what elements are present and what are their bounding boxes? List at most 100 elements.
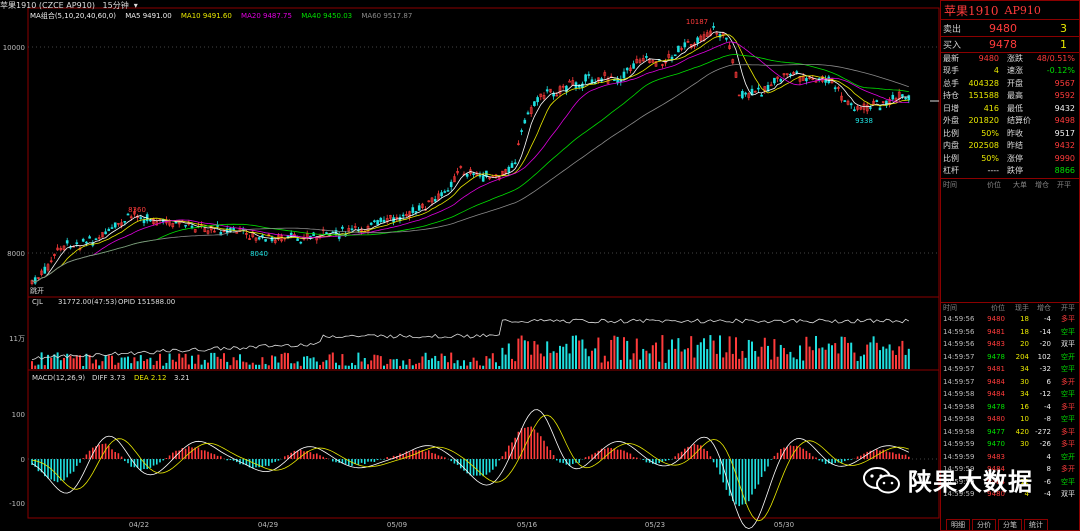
volume-bar [757, 356, 760, 369]
volume-bar [466, 365, 469, 369]
volume-bar [565, 343, 568, 369]
candle-body [382, 219, 386, 223]
volume-bar [722, 357, 725, 369]
tab-price[interactable]: 分价 [972, 519, 996, 531]
volume-bar [859, 356, 862, 369]
volume-bar [37, 364, 40, 369]
candle-body [142, 219, 146, 224]
volume-bar [738, 358, 741, 369]
volume-bar [392, 359, 395, 369]
candle-body [53, 253, 56, 256]
watermark-text: 陕果大数据 [908, 468, 1033, 496]
candle-body [552, 93, 555, 97]
ma60-line [31, 64, 909, 283]
candle-body [782, 73, 786, 76]
candle-body [510, 163, 514, 168]
candle-body [555, 94, 559, 97]
kline-chart[interactable]: 10000 8000 11万 100 0 -100 04/22 04/29 05/09 05/16… [0, 0, 940, 531]
macd-bar [693, 443, 696, 459]
macd-bar [885, 451, 888, 459]
volume-bar [671, 339, 673, 369]
macd-bar [815, 457, 817, 459]
macd-bar [664, 459, 667, 461]
volume-pane-frame [27, 296, 940, 371]
macd-bar [245, 459, 248, 466]
volume-bar [600, 362, 603, 369]
macd-bar [146, 459, 148, 470]
macd-bar [120, 456, 123, 459]
ma5-line [31, 31, 909, 283]
macd-bar [501, 456, 504, 459]
volume-bar [261, 357, 264, 369]
candle-body [705, 32, 709, 37]
volume-bar [274, 356, 277, 369]
candle-body [833, 87, 837, 90]
tab-detail[interactable]: 明细 [946, 519, 970, 531]
macd-bar [872, 451, 875, 459]
volume-bar [440, 353, 443, 369]
candle-body [878, 107, 882, 111]
tab-tick[interactable]: 分笔 [998, 519, 1022, 531]
volume-bar [155, 360, 158, 369]
bid-row[interactable]: 买入 9478 1 [941, 36, 1080, 52]
macd-bar [216, 455, 219, 459]
candle-body [875, 100, 879, 103]
volume-bar [706, 349, 709, 369]
tab-stats[interactable]: 统计 [1024, 519, 1048, 531]
candle-body [651, 60, 655, 63]
candle-body [417, 205, 421, 211]
volume-bar [488, 358, 491, 369]
macd-bar [101, 444, 104, 459]
candle-body [545, 89, 549, 92]
date-tick: 05/09 [387, 521, 407, 529]
volume-bar [511, 358, 513, 369]
macd-bar [709, 456, 712, 459]
bottom-tabs: 明细 分价 分笔 统计 [946, 519, 1048, 531]
macd-bar [524, 427, 526, 459]
macd-bar [124, 459, 126, 462]
volume-bar [130, 363, 133, 369]
ma-combo-label[interactable]: MA组合(5,10,20,40,60,0) [30, 12, 116, 20]
macd-bar [373, 459, 376, 462]
quote-label: 速涨 [1007, 66, 1023, 76]
volume-bar [795, 359, 798, 369]
volume-bar [475, 360, 478, 369]
candle-body [88, 236, 91, 239]
macd-bar [719, 459, 721, 475]
tick-row: 14:59:59 9483 4 空开 [943, 452, 1075, 461]
ask-row[interactable]: 卖出 9480 3 [943, 21, 1067, 35]
volume-bar [741, 350, 744, 369]
macd-bar [431, 452, 433, 459]
volume-bar [623, 337, 625, 369]
macd-bar [725, 459, 728, 490]
volume-bar [879, 350, 881, 369]
candle-body [597, 77, 600, 82]
candle-body [907, 95, 911, 101]
quote-value: 50% [981, 153, 999, 163]
volume-bar [162, 365, 165, 369]
volume-bar [661, 335, 664, 369]
macd-bar [588, 456, 590, 459]
volume-bar [331, 352, 334, 369]
tick-row: 14:59:59 9484 12 -6 空平 [943, 477, 1075, 486]
candle-body [731, 59, 735, 64]
volume-bar [72, 358, 75, 369]
macd-bar [104, 443, 107, 459]
volume-bar [168, 353, 171, 369]
axis-tick: 0 [21, 456, 25, 464]
big-trades-header: 时间 价位 大单 增仓 开平 [941, 178, 1080, 190]
volume-bar [424, 352, 427, 369]
volume-bar [767, 345, 769, 369]
candle-body [865, 104, 869, 112]
quote-value: 151588 [968, 91, 999, 101]
date-tick: 04/22 [129, 521, 149, 529]
ma20-line [31, 41, 909, 283]
period-selector[interactable]: 15分钟 [102, 1, 129, 10]
candle-body [56, 247, 59, 251]
macd-bar [325, 458, 328, 459]
quote-label: 开盘 [1007, 78, 1023, 88]
macd-bar [264, 459, 267, 466]
macd-bar [668, 459, 670, 461]
volume-bar [379, 356, 382, 369]
volume-bar [120, 357, 123, 369]
